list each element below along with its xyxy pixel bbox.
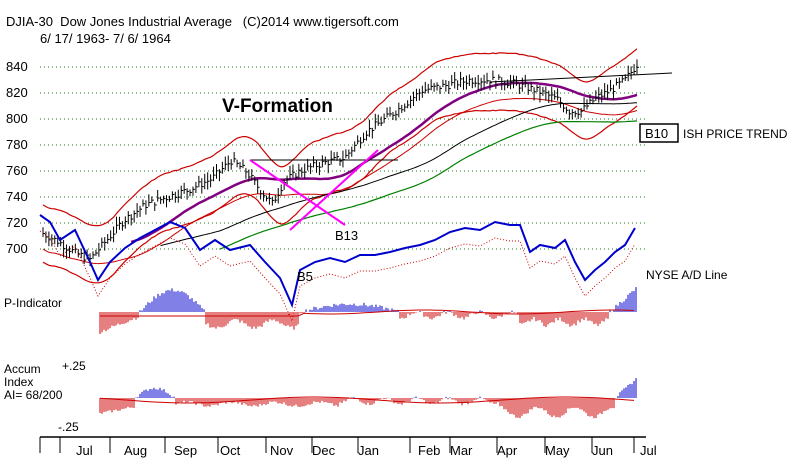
grid (40, 66, 646, 250)
upper-trendline (489, 72, 673, 83)
v-line-down (249, 159, 346, 226)
upper-band (42, 48, 638, 227)
green-ma (219, 120, 638, 250)
trend-lines (250, 72, 673, 161)
ad-line (39, 214, 636, 323)
accum-label: Accum (4, 362, 41, 376)
signal-b13: B13 (335, 228, 358, 243)
y-tick-label: 760 (6, 163, 28, 178)
accum-plus-label: +.25 (62, 359, 86, 373)
signal-b10-box (639, 123, 679, 143)
month-label: May (545, 443, 570, 458)
month-label: Jul (76, 443, 93, 458)
y-tick-label: 700 (6, 241, 28, 256)
chart-title: DJIA-30 Dow Jones Industrial Average (C)… (6, 14, 399, 29)
month-label: Mar (450, 443, 473, 458)
y-tick-label: 800 (6, 111, 28, 126)
v-line-up (289, 149, 379, 231)
price-bands (42, 48, 638, 284)
month-label: Jul (640, 443, 657, 458)
month-label: Aug (124, 443, 147, 458)
month-label: Sep (174, 443, 197, 458)
date-range: 6/ 17/ 1963- 7/ 6/ 1964 (40, 31, 171, 46)
price-bars (42, 59, 639, 267)
trend-label: ISH PRICE TREND (683, 127, 788, 141)
ad-line-ma (39, 230, 636, 323)
ad-line-label: NYSE A/D Line (646, 268, 728, 282)
y-tick-label: 820 (6, 85, 28, 100)
p-indicator-histogram (99, 287, 637, 334)
ai-label: AI= 68/200 (4, 388, 63, 402)
v-formation-label: V-Formation (222, 96, 333, 117)
y-tick-label: 840 (6, 59, 28, 74)
y-tick-label: 720 (6, 215, 28, 230)
black-ma (160, 102, 638, 247)
y-tick-label: 780 (6, 137, 28, 152)
axes (39, 436, 646, 453)
moving-averages (42, 81, 638, 265)
month-labels: Jul Aug Sep Oct Nov Dec Jan Feb Mar Apr May Jun Jul (76, 443, 657, 458)
v-formation-lines (249, 149, 379, 231)
month-label: Apr (497, 443, 518, 458)
month-label: Dec (312, 443, 336, 458)
p-indicator-label: P-Indicator (4, 296, 62, 310)
accum-minus-label: -.25 (58, 420, 79, 434)
month-label: Jun (592, 443, 613, 458)
accum-histogram-bar-ma (99, 396, 635, 404)
month-label: Oct (220, 443, 241, 458)
ad-line-series (39, 214, 636, 309)
month-label: Nov (270, 443, 294, 458)
signal-b5: B5 (297, 269, 313, 284)
y-tick-label: 740 (6, 189, 28, 204)
labels: V-Formation B13 B5 B10 ISH PRICE TREND N… (4, 96, 788, 434)
y-tick-labels: 700 720 740 760 780 800 820 840 (6, 59, 28, 256)
signal-b10: B10 (645, 126, 668, 141)
month-label: Jan (358, 443, 379, 458)
purple-ma (130, 81, 638, 244)
p-histogram-bar-ma (100, 309, 635, 317)
index-label: Index (4, 375, 33, 389)
month-label: Feb (418, 443, 440, 458)
lower-band (42, 105, 638, 284)
accum-histogram (99, 378, 637, 419)
